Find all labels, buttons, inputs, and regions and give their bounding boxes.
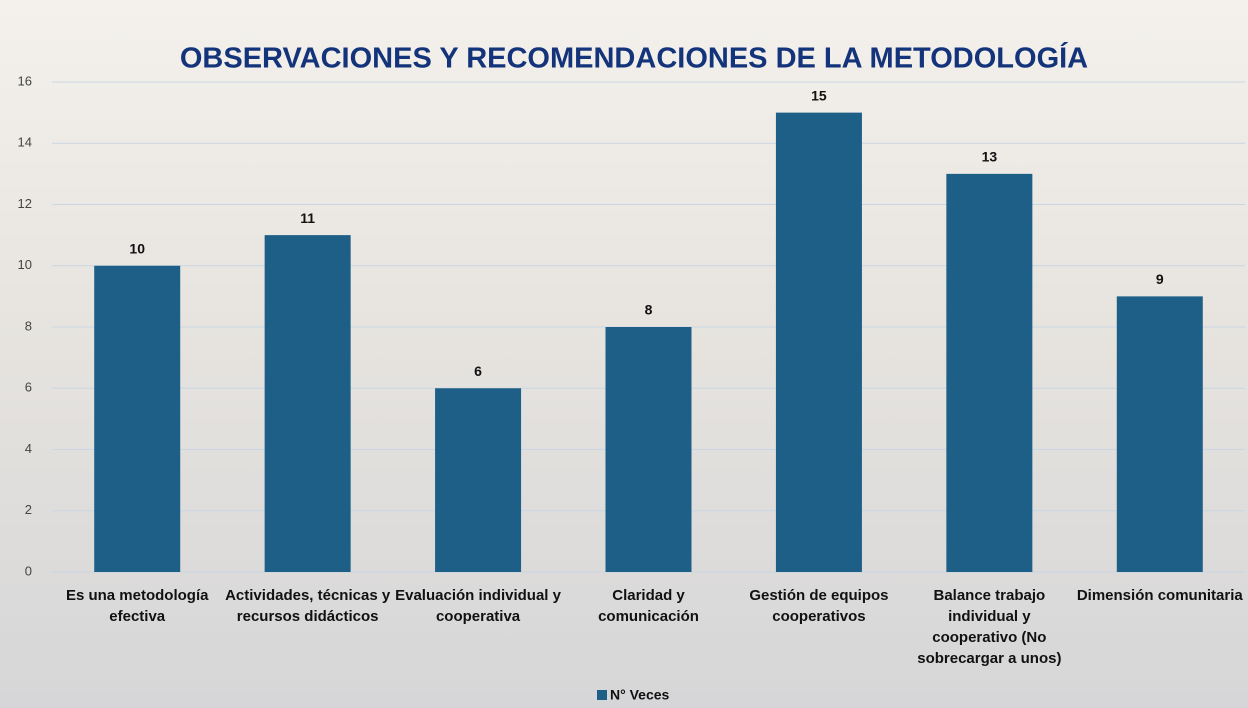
data-label: 15 (811, 87, 827, 103)
legend-label: N° Veces (610, 687, 670, 703)
y-tick-label: 10 (18, 257, 32, 272)
y-tick-label: 12 (18, 196, 32, 211)
data-label: 11 (300, 210, 315, 226)
y-tick-label: 14 (18, 135, 32, 150)
bar (946, 174, 1032, 572)
x-tick-label: Gestión de equipos cooperativos (734, 585, 904, 627)
y-tick-label: 0 (25, 563, 32, 578)
x-tick-label: Actividades, técnicas y recursos didácti… (223, 585, 393, 627)
data-label: 8 (645, 302, 653, 318)
y-tick-label: 4 (25, 441, 32, 456)
bar (265, 235, 351, 572)
bar (776, 113, 862, 572)
bar (94, 266, 180, 572)
bar (1117, 296, 1203, 572)
slide: OBSERVACIONES Y RECOMENDACIONES DE LA ME… (0, 0, 1248, 708)
x-tick-label: Dimensión comunitaria (1075, 585, 1245, 606)
x-tick-label: Claridad y comunicación (564, 585, 734, 627)
y-tick-label: 16 (18, 73, 32, 88)
chart-title: OBSERVACIONES Y RECOMENDACIONES DE LA ME… (180, 41, 1088, 75)
data-label: 10 (129, 240, 145, 256)
legend-swatch (597, 690, 607, 700)
x-tick-label: Balance trabajo individual y cooperativo… (904, 585, 1074, 669)
bar (606, 327, 692, 572)
y-tick-label: 2 (25, 502, 32, 517)
data-label: 6 (474, 363, 482, 379)
bar (435, 388, 521, 572)
data-label: 13 (982, 149, 998, 165)
x-tick-label: Evaluación individual y cooperativa (393, 585, 563, 627)
data-label: 9 (1156, 271, 1164, 287)
y-tick-label: 6 (25, 380, 32, 395)
y-tick-label: 8 (25, 318, 32, 333)
x-tick-label: Es una metodología efectiva (52, 585, 222, 627)
